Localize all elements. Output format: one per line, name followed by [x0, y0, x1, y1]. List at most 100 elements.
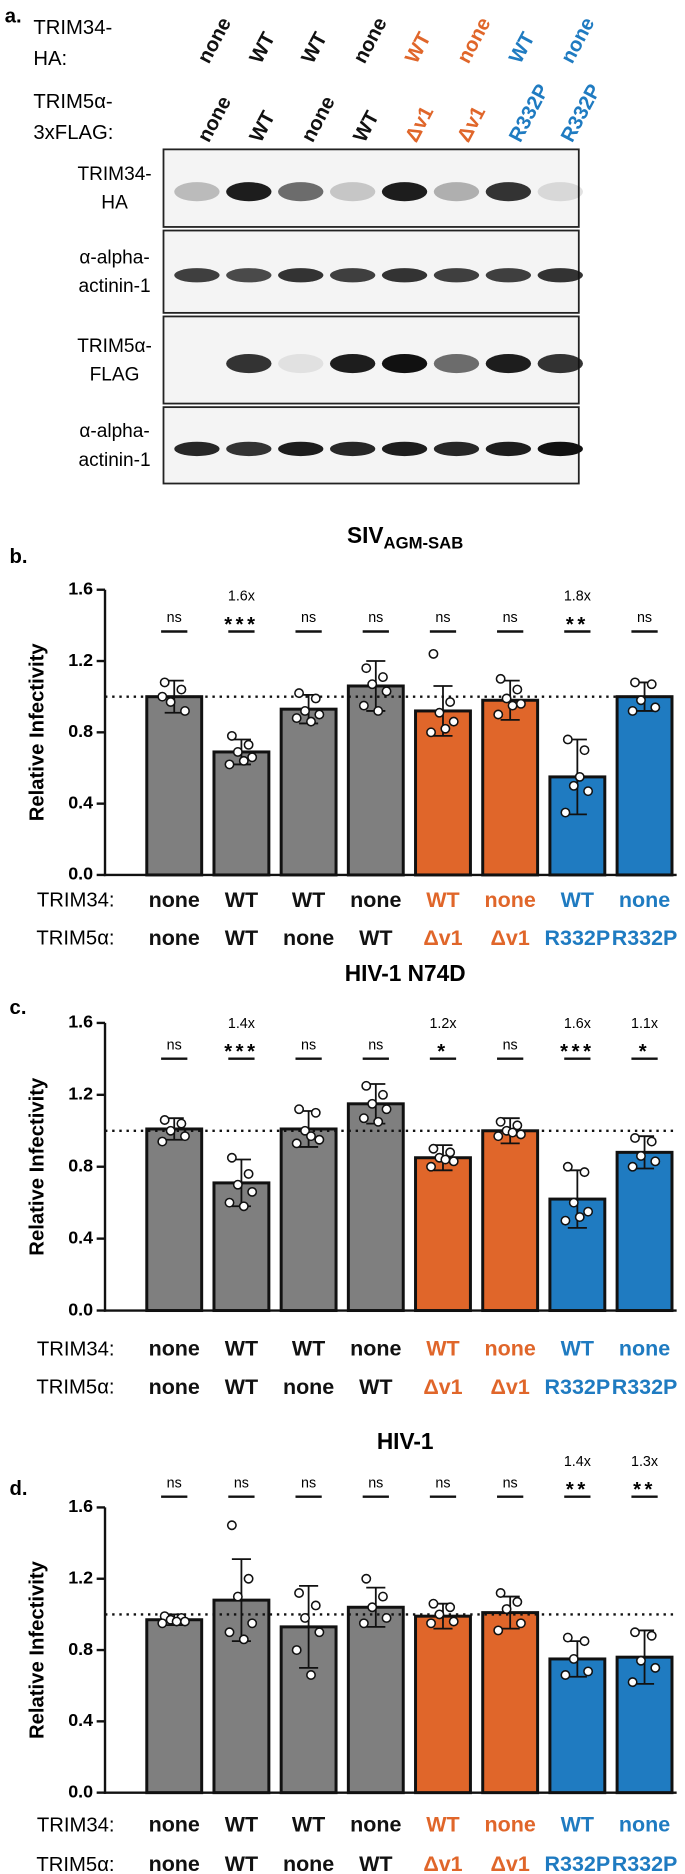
lane-label: none	[350, 14, 392, 67]
data-point	[636, 695, 646, 706]
data-point	[562, 1161, 573, 1172]
lane-row-label: TRIM5α-	[33, 91, 112, 113]
bar	[212, 750, 271, 877]
y-tick-label: 0.4	[68, 1710, 93, 1730]
data-point	[367, 1602, 378, 1613]
data-point	[378, 1089, 388, 1100]
x-tick-label: WT	[292, 1337, 325, 1361]
data-point	[306, 1131, 316, 1142]
data-point	[574, 771, 585, 782]
fold-change: 1.4x	[564, 1454, 591, 1470]
data-point	[373, 1116, 384, 1127]
x-tick-label-2: none	[149, 926, 200, 950]
data-point	[495, 673, 506, 684]
data-point	[232, 1179, 243, 1190]
significance: ns	[435, 610, 450, 626]
title-main: SIV	[347, 522, 384, 548]
lane-label: WT	[298, 28, 333, 67]
significance: ns	[368, 610, 383, 626]
fold-change: 1.8x	[564, 589, 591, 605]
data-point	[428, 1143, 439, 1154]
chart-title: HIV-1 N74D	[345, 960, 466, 986]
data-point	[176, 1118, 187, 1129]
data-point	[493, 1131, 504, 1142]
data-point	[381, 1613, 392, 1623]
x-tick-label-2: none	[283, 1375, 334, 1399]
data-point	[291, 1138, 302, 1149]
blot-band	[174, 441, 220, 457]
blot-band	[433, 268, 480, 283]
fold-change: 1.3x	[631, 1454, 658, 1470]
x-tick-label-2: R332P	[545, 926, 611, 950]
data-point	[247, 1186, 258, 1197]
fold-change: 1.6x	[564, 1016, 591, 1032]
band-label: HA	[101, 193, 128, 214]
significance: ns	[167, 610, 182, 626]
row-label: TRIM5α:	[36, 1376, 114, 1398]
x-tick-label-2: Δv1	[491, 1375, 530, 1399]
x-tick-label: none	[149, 1337, 200, 1361]
data-point	[171, 1616, 182, 1627]
data-point	[224, 1197, 235, 1208]
x-tick-label: none	[350, 1813, 401, 1837]
blot-band	[537, 268, 583, 283]
blot-band	[226, 354, 272, 374]
data-point	[238, 1201, 249, 1212]
x-tick-label: WT	[225, 888, 258, 912]
blot-band	[433, 182, 480, 202]
data-point	[247, 1618, 258, 1629]
y-tick-label: 1.6	[68, 578, 93, 598]
data-point	[306, 1670, 316, 1680]
bar	[346, 1102, 405, 1313]
title-main: HIV-1	[377, 1428, 434, 1454]
x-tick-label: none	[149, 888, 200, 912]
data-point	[440, 723, 451, 734]
x-tick-label: none	[350, 1337, 401, 1361]
data-point	[630, 677, 640, 688]
lane-label: none	[453, 14, 495, 67]
x-tick-label: WT	[426, 1337, 459, 1361]
band-label: TRIM5α-	[77, 336, 152, 357]
lane-label: none	[557, 14, 599, 67]
data-point	[568, 1654, 579, 1664]
blot-band	[278, 441, 324, 457]
significance: ns	[301, 610, 316, 626]
x-tick-label-2: none	[149, 1852, 200, 1874]
data-point	[378, 672, 388, 683]
data-point	[378, 1591, 388, 1602]
data-point	[428, 1598, 439, 1609]
data-point	[507, 1127, 518, 1138]
data-point	[180, 705, 190, 716]
blot-band	[278, 182, 324, 202]
significance: *	[437, 1041, 448, 1063]
data-point	[650, 1662, 661, 1673]
blot-band	[485, 354, 532, 374]
x-tick-label-2: R332P	[545, 1375, 611, 1399]
data-point	[157, 1136, 168, 1147]
data-point	[381, 686, 392, 697]
x-tick-label: none	[619, 1337, 670, 1361]
lane-label: Δv1	[453, 103, 490, 146]
lane-label: WT	[246, 107, 281, 146]
blot-band	[226, 268, 272, 283]
data-point	[291, 1645, 302, 1655]
blot-band	[381, 441, 428, 457]
data-point	[562, 1632, 573, 1643]
blot-band	[329, 268, 376, 283]
blot-band	[329, 182, 376, 202]
data-point	[238, 1634, 249, 1645]
y-tick-label: 0.0	[68, 864, 93, 884]
significance: ns	[637, 610, 652, 626]
data-point	[358, 700, 369, 711]
blot-band	[537, 182, 583, 202]
data-point	[176, 684, 187, 695]
data-point	[426, 1618, 437, 1629]
y-axis-label: Relative Infectivity	[27, 643, 49, 822]
y-tick-label: 0.8	[68, 1639, 93, 1659]
x-tick-label-2: Δv1	[423, 926, 462, 950]
panel-label: d.	[10, 1478, 28, 1500]
data-point	[310, 1107, 321, 1118]
data-point	[310, 693, 321, 704]
x-tick-label: none	[619, 888, 670, 912]
